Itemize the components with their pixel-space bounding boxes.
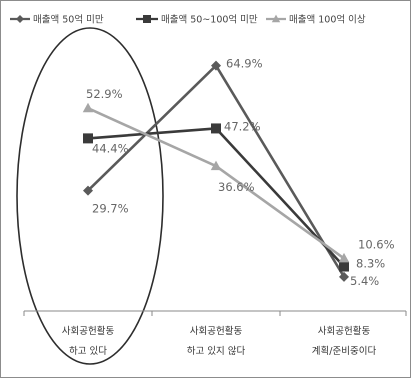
data-point [338,252,350,263]
highlight-ellipse [16,27,164,365]
data-label: 36.6% [218,180,255,194]
legend-entry: 매출액 100억 이상 [289,14,366,26]
data-label: 29.7% [92,202,129,216]
data-label: 44.4% [92,141,129,155]
x-tick-label: 하고 있다 [69,345,107,357]
data-label: 52.9% [86,87,123,101]
data-point [339,261,349,272]
data-label: 5.4% [350,274,379,288]
annotation-layer [16,27,164,365]
legend-marker [16,15,24,23]
legend-entry: 매출액 50억 미만 [33,14,104,26]
legend-marker [271,14,281,23]
legend-marker [143,15,151,23]
data-point [339,271,349,282]
x-tick-label: 사회공헌활동 [190,325,243,337]
data-point [83,185,93,196]
data-label: 10.6% [358,237,395,251]
data-point [211,60,221,71]
data-label: 47.2% [224,119,261,133]
data-point [82,102,94,113]
data-point [210,160,222,171]
data-labels: 29.7% 64.9% 5.4% 44.4% 47.2% 8.3% 52.9% 36.6% 10… [86,57,395,288]
series-layer [82,60,350,282]
data-point [83,133,93,144]
x-tick-label: 사회공헌활동 [318,325,371,337]
legend: 매출액 50억 미만 매출액 50~100억 미만 매출액 100억 이상 [10,14,366,26]
x-tick-label: 사회공헌활동 [62,325,115,337]
data-point [211,123,221,134]
legend-entry: 매출액 50~100억 미만 [161,14,258,26]
x-tick-label: 계획/준비중이다 [312,345,377,357]
x-tick-label: 하고 있지 않다 [187,345,246,357]
data-label: 8.3% [356,257,385,271]
data-label: 64.9% [226,57,263,71]
